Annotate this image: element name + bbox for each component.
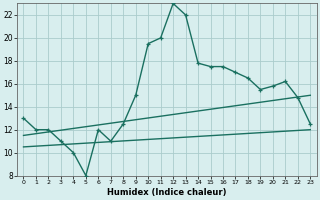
X-axis label: Humidex (Indice chaleur): Humidex (Indice chaleur) [107, 188, 227, 197]
